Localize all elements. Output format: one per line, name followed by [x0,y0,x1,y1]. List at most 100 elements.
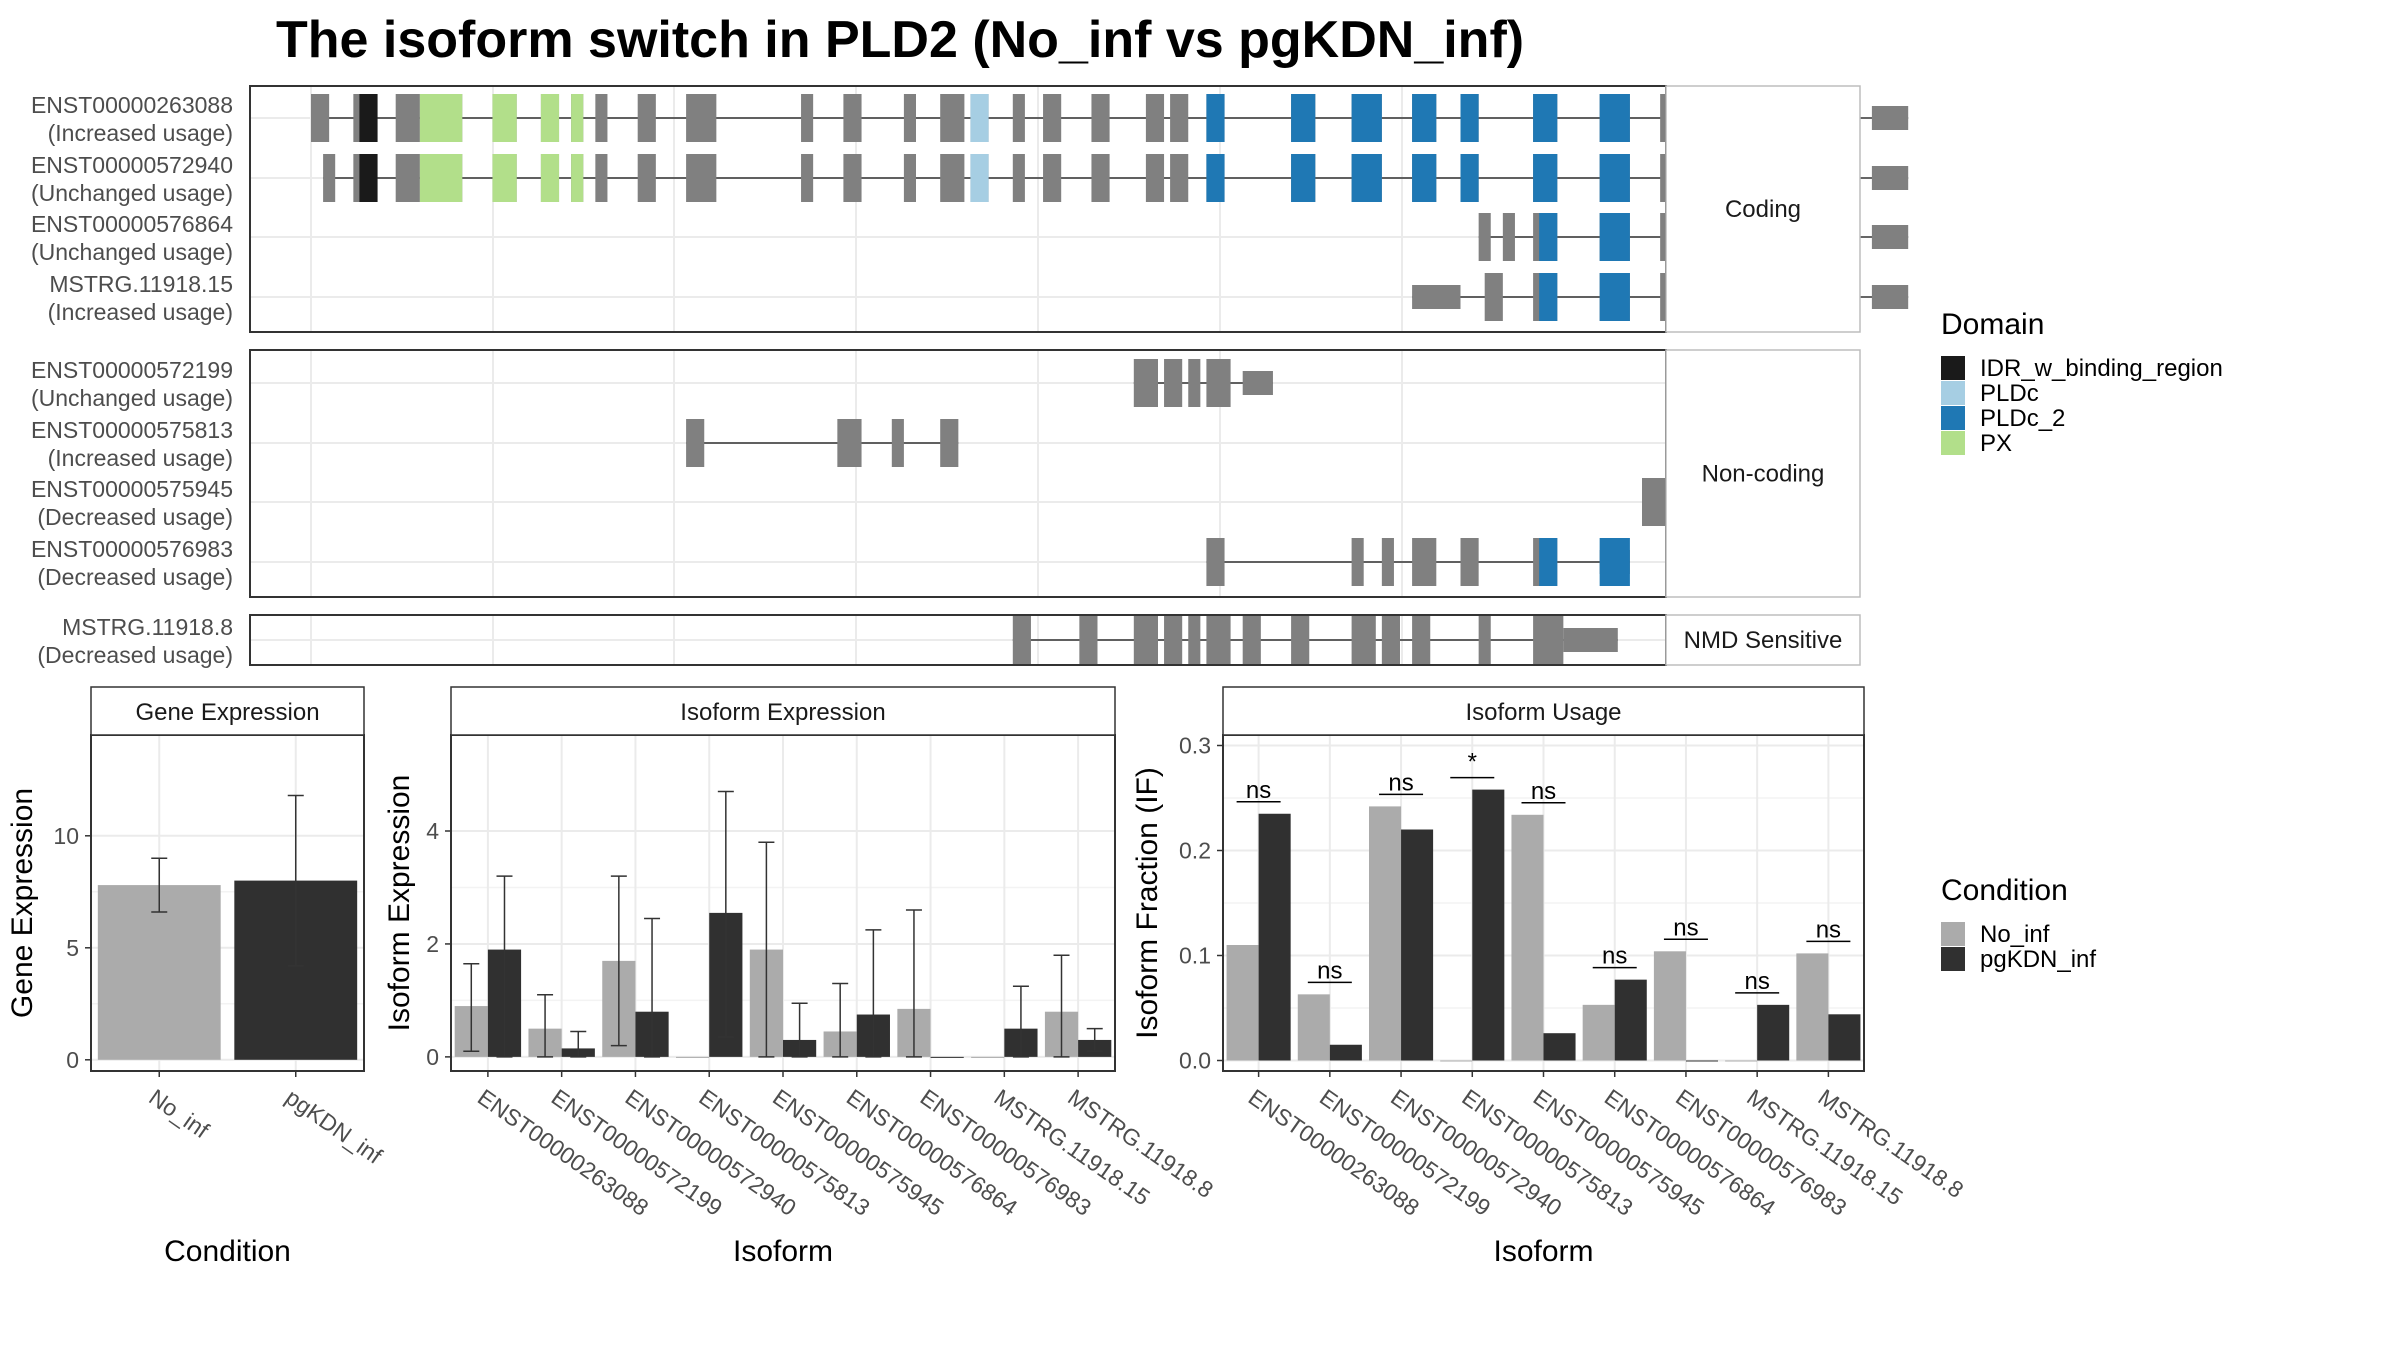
exon-block [1206,616,1231,664]
domain-block [1351,154,1382,202]
exon-block [1012,616,1031,664]
domain-block [1533,94,1558,142]
y-tick-label: 2 [426,931,439,957]
exon-block [1502,213,1515,261]
legend-label: PX [1980,430,2012,457]
exon-block [801,94,814,142]
gene-expression-chart: 0 5 10 Gene Expression No_inf pgKDN_inf Condit… [6,686,388,1268]
x-axis-label: Isoform [733,1235,833,1268]
legend-swatch [1941,947,1965,971]
facet-strip [1665,349,1861,598]
legend-swatch [1941,431,1965,455]
isoform-usage-label: (Unchanged usage) [31,239,233,265]
domain-block [1539,538,1558,586]
legend-label: No_inf [1980,921,2050,948]
exon-block [940,94,965,142]
y-tick-label: 4 [426,818,439,844]
domain-block [1206,94,1225,142]
domain-block [1460,154,1479,202]
domain-block [359,94,378,142]
legend-swatch [1941,406,1965,430]
exon-block [1091,94,1110,142]
bar [1582,1004,1615,1061]
exon-block [1563,628,1618,652]
facet-strip-label: Coding [1725,196,1801,223]
bar [1440,1060,1473,1062]
exon-block [837,419,862,467]
significance-label: ns [1246,777,1271,804]
y-axis-label: Isoform Expression [383,775,416,1032]
bar [1329,1044,1362,1061]
chart-title: Gene Expression [135,699,319,726]
exon-block [1871,166,1909,190]
exon-block [1188,359,1201,407]
exon-block [1351,616,1376,664]
exon-block [1091,154,1110,202]
significance-label: ns [1317,957,1342,984]
bar [1511,814,1544,1061]
facet-strip [1665,85,1861,333]
exon-block [891,419,904,467]
y-tick-label: 10 [53,823,79,849]
exon-block [1871,285,1909,309]
exon-block [1478,616,1491,664]
legend-swatch [1941,356,1965,380]
exon-block [1043,154,1062,202]
exon-block [1412,616,1431,664]
isoform-usage-label: (Decreased usage) [37,564,233,590]
exon-block [1460,538,1479,586]
condition-legend-title: Condition [1941,874,2068,907]
facet-strip [1222,686,1865,736]
significance-label: ns [1816,916,1841,943]
domain-block [1291,154,1316,202]
isoform-usage-label: (Unchanged usage) [31,180,233,206]
y-tick-label: 5 [66,935,79,961]
exon-block [1133,616,1158,664]
bar [1401,829,1434,1061]
y-tick-label: 0 [426,1044,439,1070]
exon-block [1170,154,1189,202]
bar [930,1056,964,1058]
domain-block [1412,94,1437,142]
significance-label: ns [1673,914,1698,941]
exon-block [686,154,717,202]
bar [1543,1033,1576,1061]
legend-label: pgKDN_inf [1980,946,2096,973]
exon-block [1145,154,1165,202]
domain-block [1599,154,1630,202]
isoform-usage-label: (Decreased usage) [37,642,233,668]
domain-block [1460,94,1479,142]
exon-block [595,154,608,202]
bar [1472,789,1505,1061]
y-tick-label: 0.1 [1179,943,1211,969]
chart-title: Isoform Usage [1465,699,1621,726]
exon-block [1164,616,1183,664]
domain-block [1599,538,1630,586]
exon-block [1412,538,1437,586]
legend-label: PLDc_2 [1980,405,2065,432]
legend-label: PLDc [1980,380,2039,407]
exon-block [903,154,916,202]
domain-block [1351,94,1382,142]
facet-strip [1665,614,1861,666]
significance-label: ns [1602,943,1627,970]
domain-block [970,154,989,202]
exon-block [1381,538,1394,586]
exon-block [323,154,336,202]
significance-label: ns [1744,968,1769,995]
exon-block [1381,616,1400,664]
significance-label: ns [1388,769,1413,796]
isoform-usage-label: (Increased usage) [48,445,233,471]
x-axis-label: Condition [164,1235,291,1268]
isoform-id-label: ENST00000572199 [31,357,233,383]
x-tick-label: pgKDN_inf [281,1084,388,1169]
y-tick-label: 0.3 [1179,733,1211,759]
domain-block [419,154,463,202]
x-axis-label: Isoform [1493,1235,1593,1268]
bar [1369,806,1402,1061]
domain-block [540,94,560,142]
isoform-id-label: MSTRG.11918.8 [62,614,233,640]
transcript-structure-panel: ENST00000263088(Increased usage)ENST0000… [31,85,1909,668]
chart-title: Isoform Expression [680,699,885,726]
